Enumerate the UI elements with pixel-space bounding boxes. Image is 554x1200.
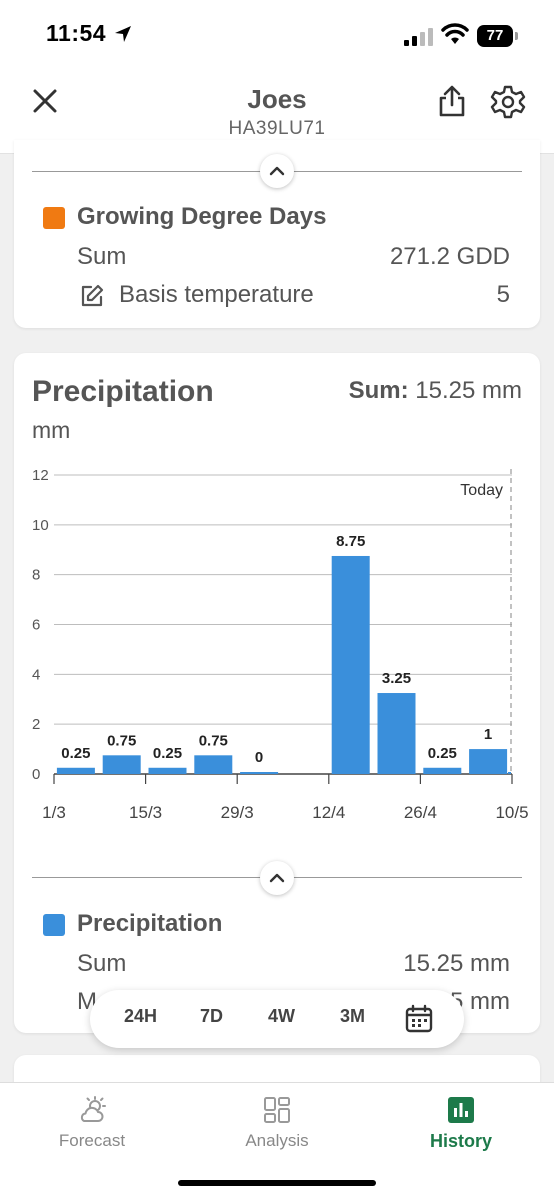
gdd-legend-title: Growing Degree Days	[77, 203, 327, 230]
data-label: 0.25	[428, 745, 457, 762]
gear-icon[interactable]	[490, 84, 526, 120]
precipitation-legend-title: Precipitation	[77, 910, 223, 937]
status-bar: 11:54 77	[0, 0, 554, 72]
precipitation-title: Precipitation	[32, 375, 214, 408]
chart-bar	[148, 767, 187, 774]
home-indicator	[178, 1180, 376, 1186]
precipitation-card: Precipitation Sum: 15.25 mm mm 0 2 4 6 8 10 12…	[14, 353, 540, 1033]
data-label: 0.25	[153, 745, 182, 762]
x-tick-label: 1/3	[42, 803, 66, 822]
data-label: 3.25	[382, 670, 411, 687]
nav-forecast[interactable]: Forecast	[0, 1083, 184, 1163]
data-label: 1	[484, 726, 492, 743]
collapse-button[interactable]	[260, 154, 294, 188]
wifi-icon	[441, 23, 469, 44]
y-tick-label: 0	[32, 766, 40, 783]
chart-bar	[469, 749, 508, 774]
nav-analysis-label: Analysis	[245, 1131, 309, 1150]
y-tick-label: 10	[32, 517, 49, 534]
y-tick-label: 6	[32, 617, 40, 634]
time-range-selector: 24H 7D 4W 3M	[90, 990, 464, 1048]
calendar-icon[interactable]	[404, 1004, 434, 1034]
chart-bar	[102, 755, 141, 774]
precipitation-sum-row-value: 15.25 mm	[403, 950, 510, 977]
close-icon[interactable]	[30, 86, 60, 116]
chevron-up-icon	[269, 166, 285, 176]
range-3m-button[interactable]: 3M	[340, 1006, 366, 1026]
x-tick-label: 29/3	[221, 803, 254, 822]
data-label: 0.25	[61, 745, 90, 762]
range-24h-button[interactable]: 24H	[124, 1006, 158, 1026]
precipitation-legend-swatch	[43, 914, 65, 936]
battery-icon: 77	[477, 25, 519, 47]
x-tick-label: 12/4	[312, 803, 345, 822]
collapse-button[interactable]	[260, 861, 294, 895]
gdd-card: Growing Degree Days Sum 271.2 GDD Basis …	[14, 140, 540, 328]
gdd-sum-label: Sum	[77, 243, 127, 270]
y-tick-label: 4	[32, 666, 40, 683]
share-icon[interactable]	[436, 84, 468, 118]
chart-bar	[377, 693, 416, 774]
chart-bar	[331, 555, 370, 774]
status-time: 11:54	[46, 20, 107, 46]
data-label: 0.75	[199, 732, 228, 749]
basis-temperature-value: 5	[496, 281, 510, 308]
bar-chart-icon	[448, 1097, 474, 1123]
chart-bar	[240, 772, 279, 774]
cellular-signal-icon	[404, 28, 433, 46]
cloud-sun-icon	[80, 1096, 106, 1122]
precipitation-sum-value: 15.25 mm	[415, 377, 522, 404]
y-tick-label: 8	[32, 567, 40, 584]
x-tick-label: 26/4	[404, 803, 437, 822]
gdd-legend-swatch	[43, 207, 65, 229]
chart-bar	[194, 755, 233, 774]
chart-bar	[508, 772, 511, 774]
nav-history-label: History	[429, 1131, 492, 1151]
x-tick-label: 15/3	[129, 803, 162, 822]
chevron-up-icon	[269, 873, 285, 883]
data-label: 8.75	[336, 533, 365, 550]
data-label: 0	[255, 749, 263, 766]
range-7d-button[interactable]: 7D	[200, 1006, 224, 1026]
station-name: Joes	[247, 84, 307, 114]
precipitation-chart: 0 2 4 6 8 10 12 Today 0.25 0.75 0.25 0.75 0 8.75 3.25 0…	[32, 467, 529, 822]
data-label: 0.75	[107, 732, 136, 749]
x-tick-label: 10/5	[495, 803, 528, 822]
nav-forecast-label: Forecast	[58, 1131, 126, 1150]
precipitation-unit: mm	[32, 417, 71, 443]
edit-icon[interactable]	[79, 283, 105, 309]
precipitation-sum-row-label: Sum	[77, 950, 127, 977]
nav-history[interactable]: History	[369, 1083, 553, 1163]
precipitation-sum-label: Sum:	[348, 377, 409, 404]
chart-bar	[423, 767, 462, 774]
basis-temperature-label[interactable]: Basis temperature	[119, 281, 314, 308]
nav-analysis[interactable]: Analysis	[185, 1083, 369, 1163]
location-arrow-icon	[115, 26, 131, 42]
y-tick-label: 12	[32, 467, 49, 484]
range-4w-button[interactable]: 4W	[268, 1006, 295, 1026]
battery-level: 77	[477, 25, 513, 47]
precipitation-sum: Sum: 15.25 mm	[349, 377, 522, 405]
chart-bar	[56, 767, 95, 774]
station-id: HA39LU71	[228, 118, 326, 139]
today-annotation: Today	[460, 482, 503, 499]
y-tick-label: 2	[32, 716, 40, 733]
dashboard-icon	[264, 1097, 290, 1123]
gdd-sum-value: 271.2 GDD	[389, 243, 510, 270]
